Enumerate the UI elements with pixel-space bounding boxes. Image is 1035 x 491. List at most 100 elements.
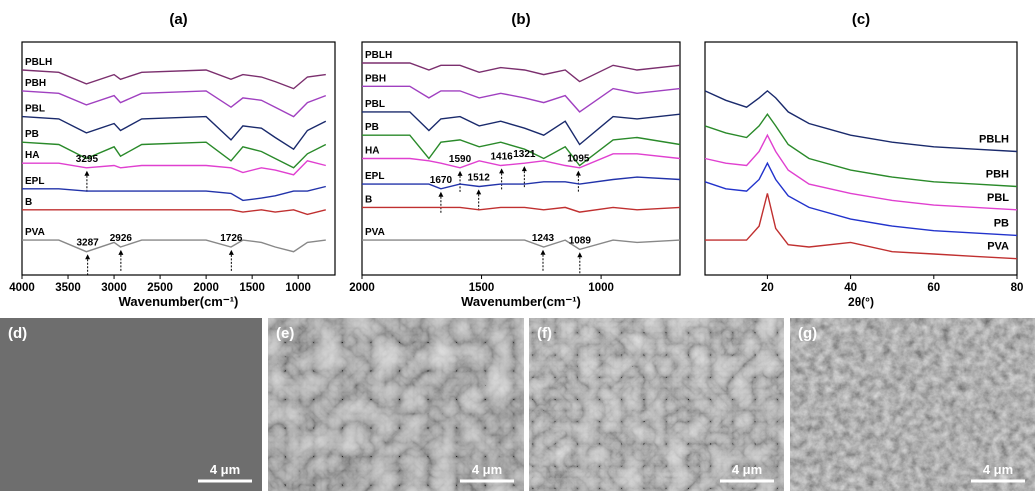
spectrum-line <box>22 70 326 89</box>
peak-arrowhead <box>438 192 443 197</box>
peak-arrowhead <box>85 254 90 259</box>
x-tick-label: 1000 <box>285 282 311 294</box>
series-label: PBH <box>365 73 386 84</box>
series-label: HA <box>365 146 379 157</box>
x-axis-label: Wavenumber(cm⁻¹) <box>119 294 239 309</box>
series-label: PBH <box>25 78 46 89</box>
peak-arrowhead <box>84 171 89 176</box>
scale-bar-label: 4 μm <box>732 462 762 477</box>
peak-label: 2926 <box>110 233 133 244</box>
peak-label: 1089 <box>569 235 592 246</box>
x-tick-label: 40 <box>844 282 857 294</box>
chart-panel: (b) 2000 1500 1000 Wavenumber(cm⁻¹) PBLH PBH PB… <box>349 11 680 309</box>
x-tick-label: 1000 <box>588 282 614 294</box>
series-label: PBLH <box>365 50 392 61</box>
sem-panel: (e) 4 μm <box>268 318 524 491</box>
series-label: PVA <box>25 227 45 238</box>
series-label: PB <box>365 122 379 133</box>
spectrum-line <box>362 63 680 82</box>
spectrum-line <box>705 114 1017 186</box>
panel-label: (f) <box>537 325 552 342</box>
series-label: PVA <box>987 241 1009 253</box>
sem-panel: (f) 4 μm <box>529 318 784 491</box>
series-label: PBL <box>25 104 45 115</box>
x-tick-label: 1500 <box>469 282 495 294</box>
scale-bar-label: 4 μm <box>983 462 1013 477</box>
spectrum-line <box>22 187 326 201</box>
spectrum-line <box>22 91 326 117</box>
spectrum-line <box>362 207 680 212</box>
series-label: PB <box>25 129 39 140</box>
peak-label: 1416 <box>491 151 514 162</box>
peak-label: 1670 <box>430 175 453 186</box>
chart-panel: (c) 20 40 60 80 2θ(°) PBLH PBH PBL PB PVA <box>705 11 1023 309</box>
chart-panel: (a) 4000 3500 3000 2500 2000 1500 1000 Wavenumbe… <box>9 11 335 309</box>
peak-label: 1590 <box>449 154 472 165</box>
peak-label: 3287 <box>77 237 100 248</box>
x-axis-label: Wavenumber(cm⁻¹) <box>461 294 581 309</box>
x-tick-label: 4000 <box>9 282 35 294</box>
panel-label: (g) <box>798 325 817 342</box>
series-label: PVA <box>365 227 385 238</box>
peak-label: 1321 <box>513 149 536 160</box>
panel-label: (d) <box>8 325 27 342</box>
spectrum-line <box>362 240 680 249</box>
x-tick-label: 2500 <box>147 282 173 294</box>
x-tick-label: 20 <box>761 282 774 294</box>
x-tick-label: 3000 <box>101 282 127 294</box>
peak-arrowhead <box>476 189 481 194</box>
x-tick-label: 2000 <box>193 282 219 294</box>
x-tick-label: 1500 <box>239 282 265 294</box>
spectrum-line <box>22 161 326 175</box>
peak-label: 1726 <box>220 233 243 244</box>
sem-images: (d) 4 μm (e) 4 μm (f) 4 μm (g) 4 μm <box>0 318 1035 491</box>
charts: (a) 4000 3500 3000 2500 2000 1500 1000 Wavenumbe… <box>9 11 1023 309</box>
series-label: EPL <box>25 176 44 187</box>
spectrum-line <box>705 91 1017 152</box>
series-label: HA <box>25 150 39 161</box>
chart-title: (a) <box>169 11 187 28</box>
peak-arrowhead <box>118 250 123 255</box>
spectrum-line <box>362 112 680 145</box>
series-label: PBLH <box>25 57 52 68</box>
spectrum-line <box>362 177 680 189</box>
figure: (d) 4 μm (e) 4 μm (f) 4 μm (g) 4 μm (a) 4000 3500… <box>0 0 1035 491</box>
x-tick-label: 3500 <box>55 282 81 294</box>
chart-title: (c) <box>852 11 870 28</box>
sem-panel: (g) 4 μm <box>790 318 1035 491</box>
series-label: EPL <box>365 171 384 182</box>
peak-arrowhead <box>499 168 504 173</box>
peak-arrowhead <box>540 250 545 255</box>
chart-title: (b) <box>511 11 530 28</box>
x-tick-label: 60 <box>927 282 940 294</box>
spectrum-line <box>22 240 326 252</box>
peak-arrowhead <box>576 171 581 176</box>
series-label: PBLH <box>979 134 1009 146</box>
spectrum-line <box>705 193 1017 258</box>
x-tick-label: 80 <box>1011 282 1024 294</box>
series-label: B <box>25 197 32 208</box>
scale-bar-label: 4 μm <box>472 462 502 477</box>
peak-arrowhead <box>577 252 582 257</box>
series-label: PBL <box>987 192 1009 204</box>
x-axis-label: 2θ(°) <box>848 295 874 309</box>
x-tick-label: 2000 <box>349 282 375 294</box>
peak-label: 1512 <box>468 172 491 183</box>
spectrum-line <box>362 86 680 112</box>
peak-arrowhead <box>458 171 463 176</box>
series-label: PB <box>994 217 1009 229</box>
peak-arrowhead <box>229 250 234 255</box>
page: (d) 4 μm (e) 4 μm (f) 4 μm (g) 4 μm (a) 4000 3500… <box>0 0 1035 491</box>
sem-panel: (d) 4 μm <box>0 318 262 491</box>
peak-label: 1243 <box>532 233 555 244</box>
spectrum-line <box>22 117 326 150</box>
spectrum-line <box>22 210 326 215</box>
peak-label: 1095 <box>567 154 590 165</box>
peak-label: 3295 <box>76 154 99 165</box>
series-label: PBL <box>365 99 385 110</box>
panel-label: (e) <box>276 325 294 342</box>
spectrum-line <box>705 163 1017 235</box>
series-label: PBH <box>986 168 1009 180</box>
scale-bar-label: 4 μm <box>210 462 240 477</box>
peak-arrowhead <box>522 166 527 171</box>
